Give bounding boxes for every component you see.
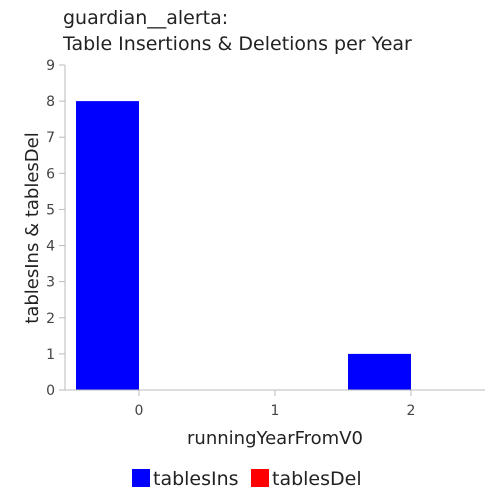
- y-tick-label: 6: [46, 166, 55, 182]
- bar-tablesIns-2: [348, 354, 411, 390]
- y-tick-label: 9: [46, 58, 55, 74]
- y-tick-label: 2: [46, 311, 55, 327]
- y-tick-label: 7: [46, 130, 55, 146]
- y-tick-label: 3: [46, 275, 55, 291]
- y-tick-label: 4: [46, 239, 55, 255]
- y-axis-label: tablesIns & tablesDel: [22, 132, 43, 323]
- x-tick-label: 2: [407, 403, 416, 419]
- x-axis-ticks: 0 1 2: [135, 390, 416, 419]
- chart-title-line-2: Table Insertions & Deletions per Year: [62, 33, 412, 55]
- y-tick-label: 1: [46, 347, 55, 363]
- x-tick-label: 0: [135, 403, 144, 419]
- bar-tablesIns-0: [76, 101, 139, 390]
- chart-title-line-1: guardian__alerta:: [63, 7, 228, 29]
- y-tick-label: 8: [46, 94, 55, 110]
- legend-label-tablesDel: tablesDel: [272, 468, 362, 490]
- legend-swatch-tablesDel: [251, 469, 269, 487]
- legend-swatch-tablesIns: [132, 469, 150, 487]
- y-axis-ticks: 0 1 2 3 4 5 6 7 8 9: [46, 58, 65, 399]
- y-tick-label: 5: [46, 202, 55, 218]
- legend-label-tablesIns: tablesIns: [153, 468, 239, 490]
- legend: tablesIns tablesDel: [132, 468, 362, 490]
- bars: [76, 101, 411, 390]
- y-tick-label: 0: [46, 383, 55, 399]
- x-tick-label: 1: [271, 403, 280, 419]
- x-axis-label: runningYearFromV0: [187, 428, 363, 449]
